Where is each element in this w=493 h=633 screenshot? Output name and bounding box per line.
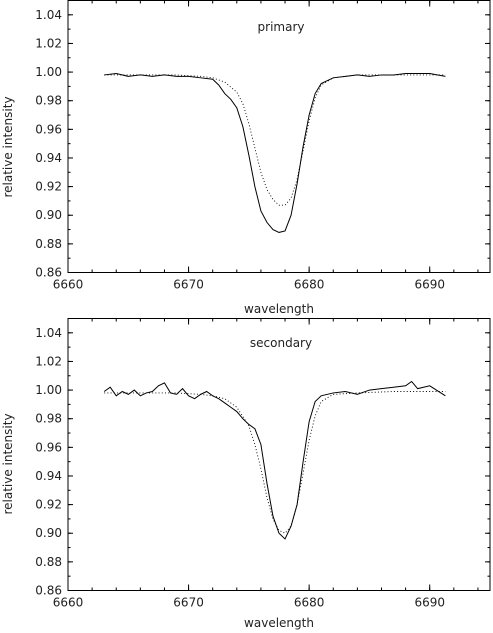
primary-observed-line <box>104 73 446 233</box>
primary-x-axis-label: wavelength <box>244 302 314 316</box>
secondary-y-axis-label: relative intensity <box>1 413 15 514</box>
secondary-y-tick-label: 0.94 <box>35 469 62 483</box>
primary-y-tick-label: 0.92 <box>35 180 62 194</box>
primary-y-tick-label: 0.94 <box>35 151 62 165</box>
secondary-observed-line <box>103 380 446 540</box>
primary-y-ticks: 0.86 0.88 0.90 0.92 0.94 0.96 0.98 1.00 1.02 1.04 <box>35 0 490 280</box>
secondary-y-tick-label: 0.96 <box>35 440 62 454</box>
primary-y-tick-label: 1.04 <box>35 8 62 22</box>
secondary-panel-title: secondary <box>250 336 312 350</box>
secondary-x-ticks: 6660 6670 6680 6690 <box>53 318 479 610</box>
secondary-y-tick-label: 0.92 <box>35 498 62 512</box>
secondary-y-tick-label: 0.86 <box>35 584 62 598</box>
secondary-x-axis-label: wavelength <box>244 616 314 630</box>
secondary-y-tick-label: 0.90 <box>35 526 62 540</box>
secondary-x-tick-label: 6690 <box>414 596 445 610</box>
primary-panel-title: primary <box>258 20 305 34</box>
secondary-y-tick-label: 0.98 <box>35 412 62 426</box>
secondary-series-layer <box>103 380 446 540</box>
primary-y-tick-label: 0.86 <box>35 266 62 280</box>
secondary-y-tick-label: 0.88 <box>35 555 62 569</box>
secondary-y-tick-label: 1.02 <box>35 354 62 368</box>
primary-y-tick-label: 0.88 <box>35 237 62 251</box>
secondary-x-tick-label: 6660 <box>53 596 84 610</box>
secondary-y-tick-label: 1.04 <box>35 326 62 340</box>
primary-series-layer <box>104 73 446 233</box>
primary-panel: primary 0.86 0.88 0.90 0.92 0.94 0.96 0.98 1.00… <box>1 0 491 316</box>
primary-x-tick-label: 6680 <box>294 278 325 292</box>
secondary-panel: secondary 0.86 0.88 0.90 0.92 0.94 0.96 0.98 1.… <box>1 318 491 630</box>
secondary-plot-frame <box>67 318 491 591</box>
primary-model-line <box>104 74 446 206</box>
primary-x-tick-label: 6670 <box>173 278 204 292</box>
primary-y-tick-label: 1.02 <box>35 36 62 50</box>
primary-y-axis-label: relative intensity <box>1 96 15 197</box>
secondary-y-ticks: 0.86 0.88 0.90 0.92 0.94 0.96 0.98 1.00 1.02 1.04 <box>35 318 490 598</box>
primary-x-tick-label: 6690 <box>414 278 445 292</box>
primary-x-ticks: 6660 6670 6680 6690 <box>53 0 479 292</box>
secondary-x-tick-label: 6680 <box>294 596 325 610</box>
primary-y-tick-label: 0.98 <box>35 94 62 108</box>
primary-y-tick-label: 0.90 <box>35 208 62 222</box>
secondary-y-tick-label: 1.00 <box>35 383 62 397</box>
primary-x-tick-label: 6660 <box>53 278 84 292</box>
secondary-x-tick-label: 6670 <box>173 596 204 610</box>
primary-plot-frame <box>67 0 491 273</box>
primary-y-tick-label: 1.00 <box>35 65 62 79</box>
secondary-model-line <box>104 391 446 534</box>
primary-y-tick-label: 0.96 <box>35 122 62 136</box>
